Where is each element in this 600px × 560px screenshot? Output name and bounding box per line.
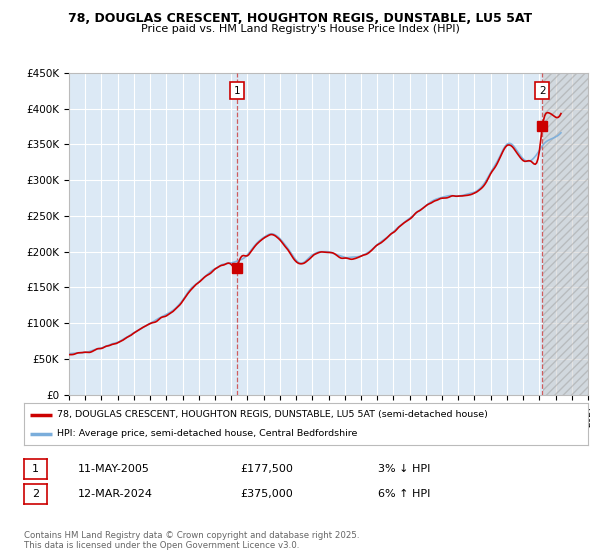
Text: HPI: Average price, semi-detached house, Central Bedfordshire: HPI: Average price, semi-detached house,… <box>57 430 357 438</box>
Text: 1: 1 <box>32 464 39 474</box>
Text: 3% ↓ HPI: 3% ↓ HPI <box>378 464 430 474</box>
Text: 11-MAY-2005: 11-MAY-2005 <box>78 464 150 474</box>
Text: 2: 2 <box>32 489 39 499</box>
Bar <box>544 73 588 395</box>
Text: Contains HM Land Registry data © Crown copyright and database right 2025.
This d: Contains HM Land Registry data © Crown c… <box>24 531 359 550</box>
Bar <box>544 73 588 395</box>
Text: 1: 1 <box>234 86 241 96</box>
Text: £177,500: £177,500 <box>240 464 293 474</box>
Text: 78, DOUGLAS CRESCENT, HOUGHTON REGIS, DUNSTABLE, LU5 5AT (semi-detached house): 78, DOUGLAS CRESCENT, HOUGHTON REGIS, DU… <box>57 410 488 419</box>
Text: Price paid vs. HM Land Registry's House Price Index (HPI): Price paid vs. HM Land Registry's House … <box>140 24 460 34</box>
Text: 78, DOUGLAS CRESCENT, HOUGHTON REGIS, DUNSTABLE, LU5 5AT: 78, DOUGLAS CRESCENT, HOUGHTON REGIS, DU… <box>68 12 532 25</box>
Text: 12-MAR-2024: 12-MAR-2024 <box>78 489 153 499</box>
Text: 6% ↑ HPI: 6% ↑ HPI <box>378 489 430 499</box>
Text: £375,000: £375,000 <box>240 489 293 499</box>
Text: 2: 2 <box>539 86 546 96</box>
